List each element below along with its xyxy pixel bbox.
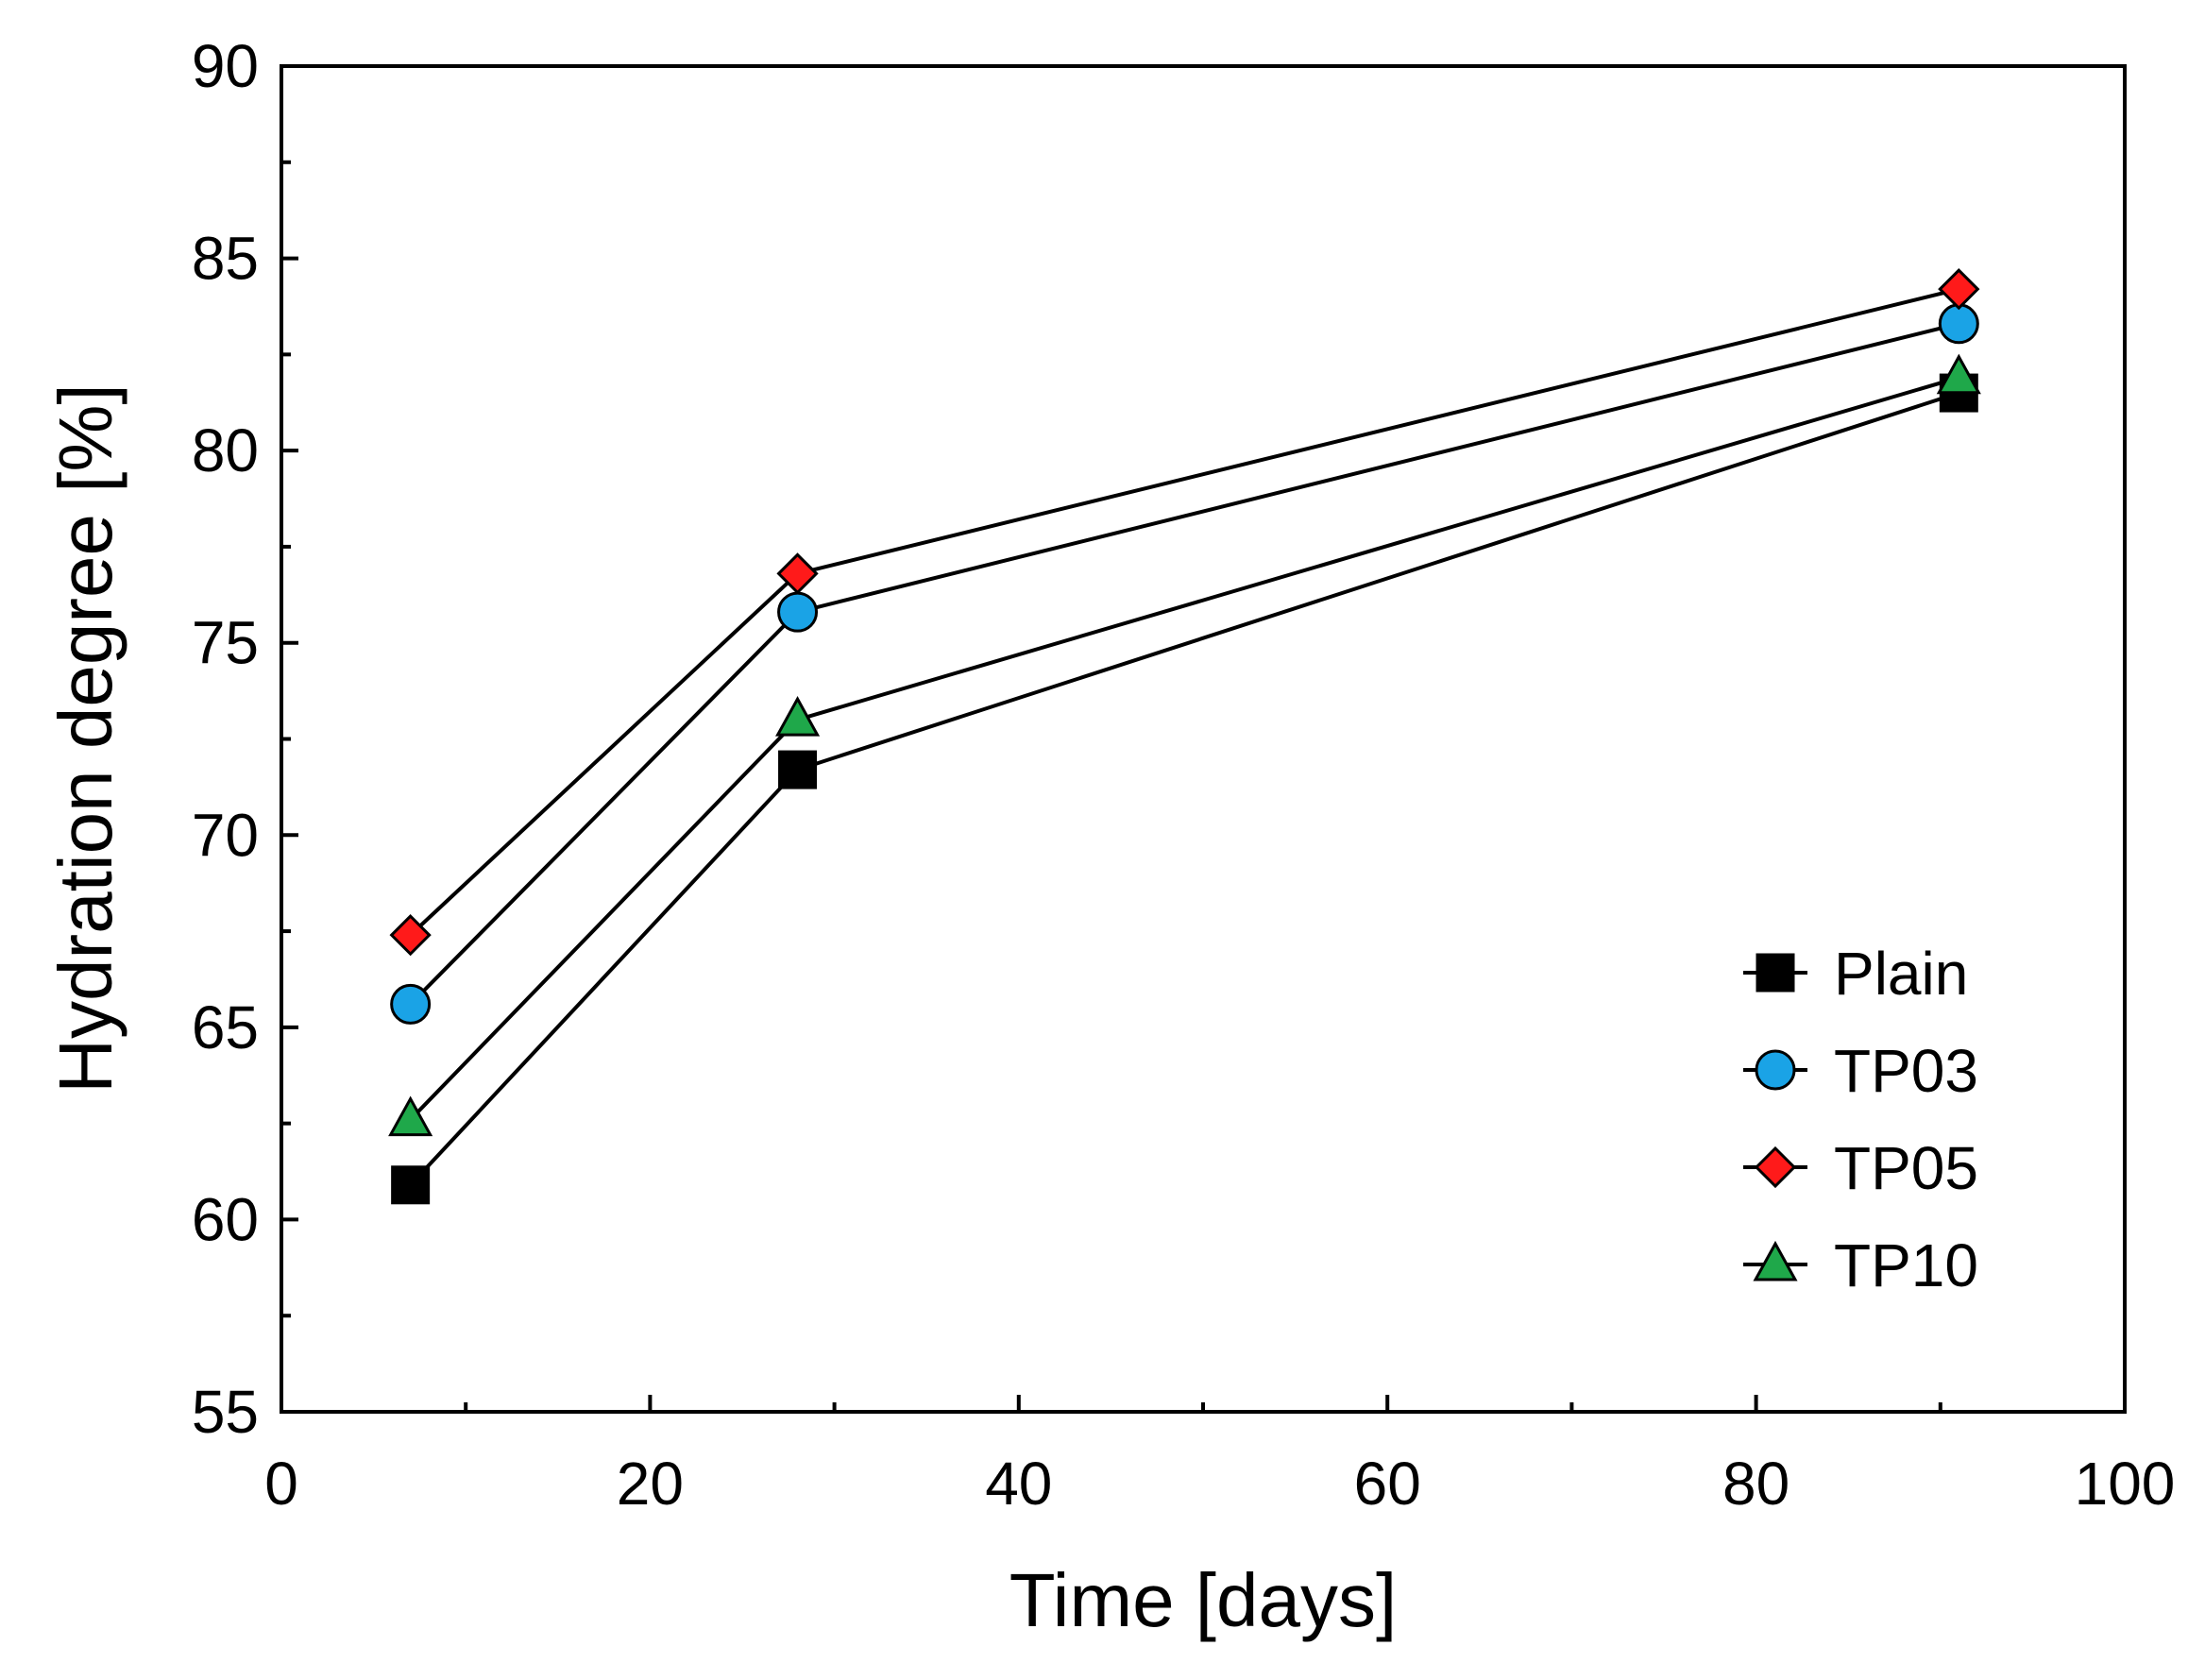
- legend-label-tp10: TP10: [1834, 1231, 1978, 1299]
- y-tick-label: 80: [192, 416, 259, 484]
- y-axis-ticks: 55 60 65 70 75 80 85 90: [192, 32, 298, 1446]
- x-tick-label: 20: [617, 1450, 684, 1518]
- series-line-tp05: [409, 287, 1959, 937]
- x-tick-label: 40: [985, 1450, 1052, 1518]
- y-tick-label: 85: [192, 225, 259, 293]
- x-tick-label: 80: [1722, 1450, 1789, 1518]
- data-point-tp03: [390, 983, 432, 1025]
- legend-label-tp05: TP05: [1834, 1134, 1978, 1202]
- data-point-plain: [391, 1165, 431, 1205]
- x-tick-label: 60: [1354, 1450, 1421, 1518]
- data-point-plain: [778, 750, 818, 789]
- series-line-plain: [409, 391, 1959, 1187]
- y-tick-label: 55: [192, 1378, 259, 1446]
- legend-marker-tp05: [1754, 1145, 1797, 1189]
- data-point-tp03: [1938, 303, 1979, 345]
- x-tick-label: 0: [264, 1450, 298, 1518]
- legend: Plain TP03 TP05 TP10: [1743, 940, 1978, 1299]
- data-point-tp10: [775, 696, 821, 737]
- y-tick-label: 75: [192, 609, 259, 677]
- legend-marker-tp03: [1755, 1049, 1796, 1091]
- series-line-tp03: [409, 321, 1959, 1006]
- series-lines: [409, 287, 1959, 1187]
- y-tick-label: 60: [192, 1185, 259, 1253]
- legend-label-plain: Plain: [1834, 940, 1968, 1008]
- y-tick-label: 65: [192, 993, 259, 1061]
- data-point-tp10: [388, 1095, 433, 1137]
- series-markers: [388, 268, 1981, 1205]
- data-point-tp05: [1938, 268, 1980, 311]
- plot-frame: [280, 64, 2127, 1414]
- y-axis-title: Hydration degree [%]: [43, 383, 127, 1094]
- data-point-tp03: [777, 591, 819, 633]
- series-line-tp10: [409, 375, 1959, 1121]
- legend-marker-plain: [1756, 953, 1795, 993]
- y-tick-label: 90: [192, 32, 259, 100]
- x-axis-ticks: 0 20 40 60 80 100: [264, 1395, 2175, 1518]
- legend-marker-tp10: [1753, 1240, 1798, 1281]
- x-axis-title: Time [days]: [1009, 1558, 1397, 1642]
- data-point-tp10: [1936, 353, 1981, 395]
- data-point-tp05: [776, 552, 819, 595]
- data-point-tp05: [389, 914, 432, 957]
- legend-label-tp03: TP03: [1834, 1037, 1978, 1105]
- y-tick-label: 70: [192, 801, 259, 869]
- x-tick-label: 100: [2075, 1450, 2176, 1518]
